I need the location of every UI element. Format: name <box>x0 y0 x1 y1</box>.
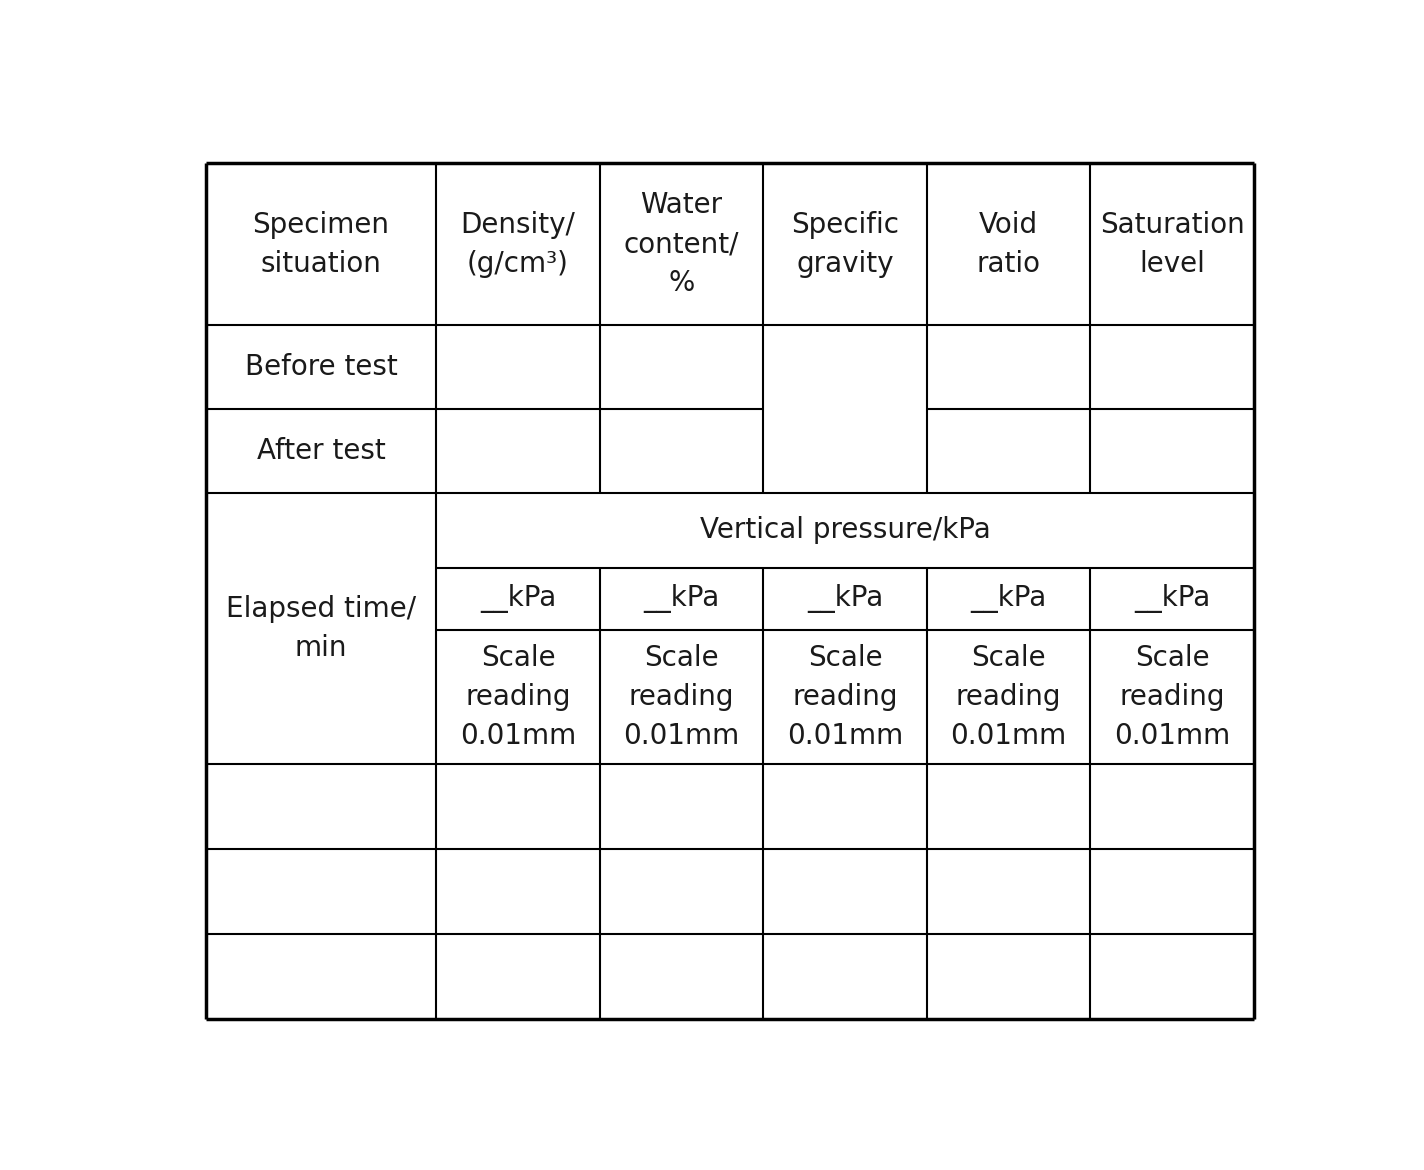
Text: Vertical pressure/kPa: Vertical pressure/kPa <box>699 516 991 544</box>
Text: After test: After test <box>256 436 386 464</box>
Text: Scale
reading
0.01mm: Scale reading 0.01mm <box>624 644 739 750</box>
Text: Water
content/
%: Water content/ % <box>624 191 739 297</box>
Text: Saturation
level: Saturation level <box>1099 211 1245 277</box>
Text: Specific
gravity: Specific gravity <box>792 211 899 277</box>
Text: Density/
(g/cm³): Density/ (g/cm³) <box>460 211 575 277</box>
Text: Before test: Before test <box>245 353 397 381</box>
Text: __kPa: __kPa <box>971 584 1047 613</box>
Text: __kPa: __kPa <box>1134 584 1210 613</box>
Text: Scale
reading
0.01mm: Scale reading 0.01mm <box>951 644 1067 750</box>
Text: Scale
reading
0.01mm: Scale reading 0.01mm <box>460 644 577 750</box>
Text: Void
ratio: Void ratio <box>977 211 1041 277</box>
Text: Scale
reading
0.01mm: Scale reading 0.01mm <box>1114 644 1230 750</box>
Text: __kPa: __kPa <box>807 584 883 613</box>
Text: Elapsed time/
min: Elapsed time/ min <box>226 596 416 662</box>
Text: Specimen
situation: Specimen situation <box>252 211 389 277</box>
Text: Scale
reading
0.01mm: Scale reading 0.01mm <box>787 644 903 750</box>
Text: __kPa: __kPa <box>480 584 557 613</box>
Text: __kPa: __kPa <box>644 584 719 613</box>
